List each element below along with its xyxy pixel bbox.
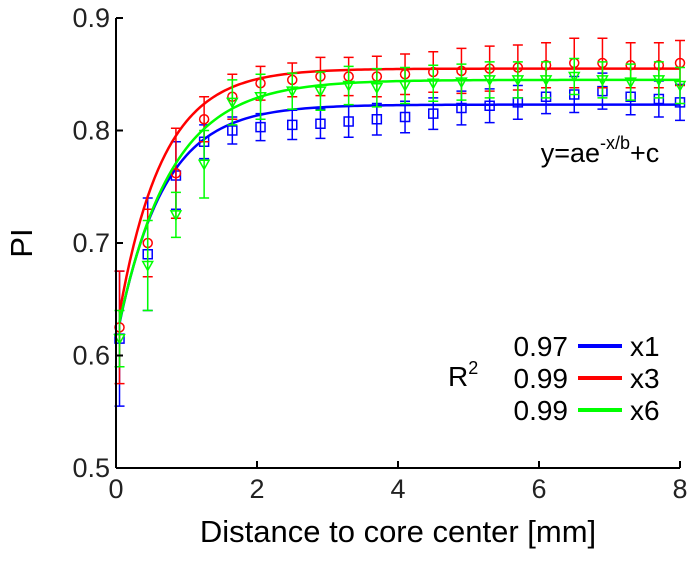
r2-label: R2 [448, 358, 478, 392]
legend-r2-value: 0.99 [514, 363, 569, 394]
fit-equation: y=ae-x/b+c [541, 133, 660, 168]
r2-label-base: R [448, 361, 468, 392]
data-point [113, 333, 126, 346]
data-point [624, 77, 637, 89]
data-point [426, 78, 440, 90]
data-point [285, 86, 299, 98]
legend-entry-x3: 0.99 x3 [514, 363, 660, 394]
y-axis-ticks: 0.5 0.6 0.7 0.8 0.9 [72, 3, 123, 483]
data-point [484, 100, 495, 111]
legend-entry-x1: 0.97 x1 [514, 331, 660, 362]
data-point [539, 75, 553, 87]
x-tick-label: 0 [108, 474, 123, 504]
fit-equation-base: y=ae [541, 138, 600, 168]
data-point [170, 168, 182, 179]
data-point [371, 114, 383, 125]
data-point [455, 77, 468, 89]
data-point [315, 118, 326, 129]
data-point [169, 210, 183, 222]
r2-label-sup: 2 [468, 358, 478, 378]
data-point [197, 159, 211, 171]
data-point [673, 80, 687, 93]
x-tick-label: 4 [390, 474, 405, 504]
y-tick-label: 0.9 [72, 3, 110, 33]
legend-series-name: x6 [630, 395, 660, 426]
data-point [652, 75, 666, 87]
data-point [398, 80, 412, 93]
error-bar [625, 63, 636, 101]
data-point [428, 108, 439, 119]
error-bar [675, 66, 685, 105]
legend-r2-value: 0.97 [514, 331, 569, 362]
fit-curve-x1 [118, 103, 680, 324]
fit-equation-exponent: -x/b [600, 133, 630, 153]
data-point [370, 83, 384, 95]
x-tick-label: 8 [672, 474, 687, 504]
data-point [227, 125, 238, 136]
data-point [342, 80, 355, 93]
data-point [226, 97, 239, 109]
error-bar [456, 63, 467, 101]
y-tick-label: 0.8 [72, 116, 110, 146]
error-bar [428, 64, 439, 102]
x-tick-label: 6 [531, 474, 546, 504]
y-tick-label: 0.7 [72, 228, 110, 258]
x-axis-label: Distance to core center [mm] [200, 514, 596, 549]
error-bar [343, 65, 354, 106]
error-bar [227, 79, 238, 126]
data-point [255, 121, 266, 133]
error-bar [569, 57, 580, 96]
y-tick-label: 0.5 [72, 453, 110, 483]
data-point [399, 111, 411, 123]
legend-entry-x6: 0.99 x6 [514, 395, 660, 426]
legend: 0.97 x1 0.99 x3 0.99 x6 [514, 331, 660, 426]
data-point [456, 102, 467, 114]
data-point [343, 116, 354, 127]
fit-curve-x3 [118, 67, 680, 313]
legend-r2-value: 0.99 [514, 395, 569, 426]
legend-series-name: x3 [630, 363, 660, 394]
series-x6 [113, 57, 687, 368]
data-point [567, 71, 581, 84]
data-point [511, 75, 525, 87]
data-point [483, 75, 496, 87]
error-bar [170, 191, 181, 239]
data-point [141, 260, 154, 273]
legend-series-name: x1 [630, 331, 660, 362]
data-point [198, 114, 210, 125]
y-tick-label: 0.6 [72, 341, 110, 371]
data-point [314, 86, 327, 98]
data-point [287, 119, 298, 131]
x-tick-label: 2 [249, 474, 264, 504]
fit-equation-tail: +c [630, 138, 659, 168]
data-point [596, 75, 609, 87]
error-bar [400, 66, 411, 105]
error-bar [287, 72, 298, 110]
plot-area [113, 37, 687, 407]
y-axis-label: PI [4, 228, 39, 257]
error-bar [315, 71, 326, 111]
data-point [254, 92, 267, 104]
error-bar [371, 67, 382, 108]
